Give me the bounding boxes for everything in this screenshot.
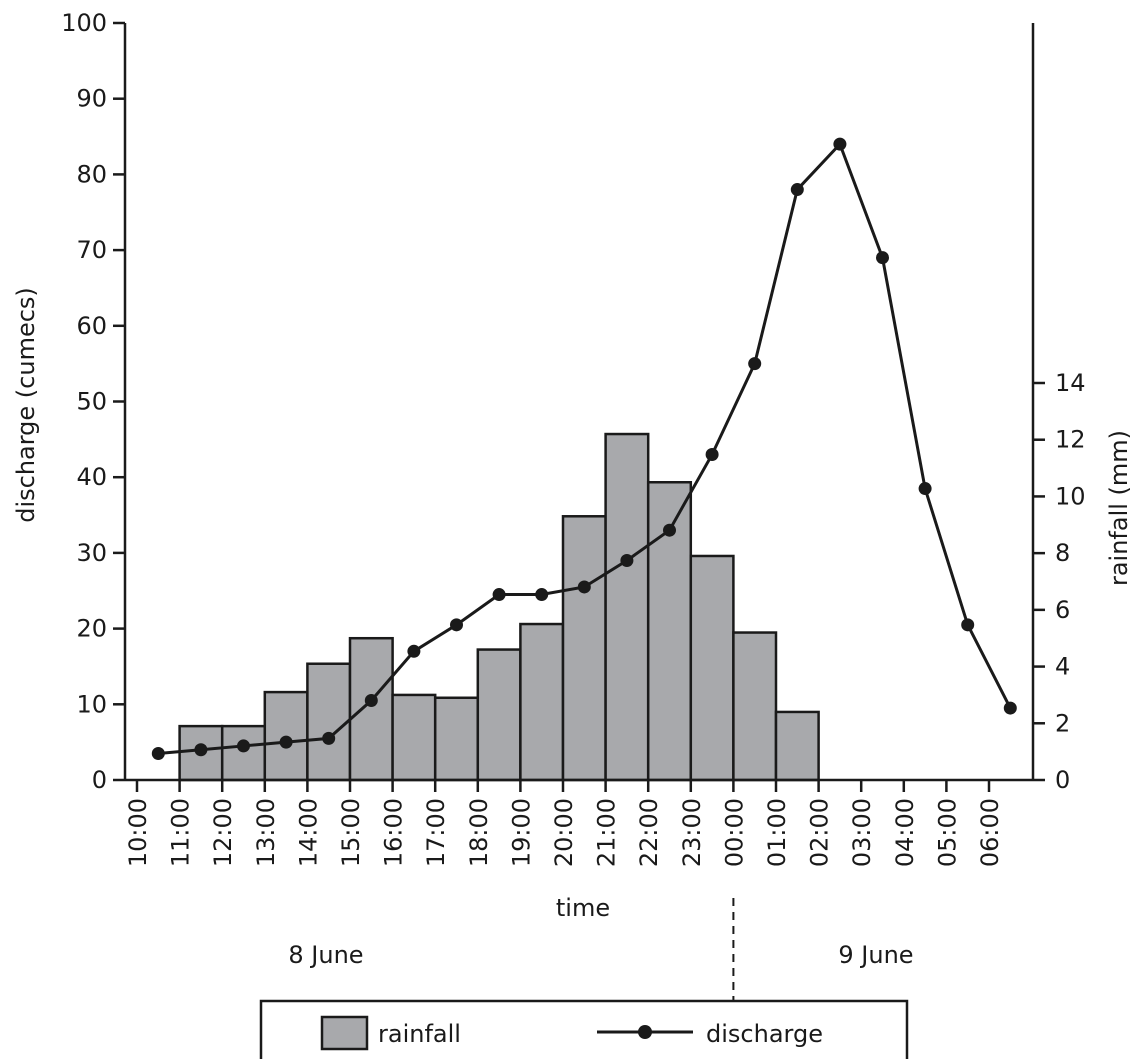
rainfall-bar <box>732 631 778 782</box>
left-axis-tick-label: 40 <box>76 463 107 491</box>
x-axis-tick-label: 00:00 <box>720 798 748 867</box>
rainfall-bar <box>391 693 437 782</box>
right-axis-tick-label: 10 <box>1055 482 1086 510</box>
discharge-point <box>876 251 889 265</box>
discharge-point <box>194 743 208 757</box>
right-axis-tick-label: 6 <box>1055 596 1070 624</box>
left-axis-tick-label: 80 <box>76 160 107 188</box>
rainfall-bars <box>178 432 820 782</box>
date-label-end: 9 June <box>838 941 913 969</box>
date-label-start: 8 June <box>288 941 363 969</box>
right-axis-tick-label: 8 <box>1055 539 1070 567</box>
discharge-point <box>535 588 549 602</box>
discharge-point <box>364 694 378 708</box>
discharge-series <box>151 137 1017 761</box>
left-axis-tick-label: 30 <box>76 539 107 567</box>
left-axis-tick-label: 20 <box>76 615 107 643</box>
discharge-point <box>961 618 975 632</box>
x-axis-tick-label: 03:00 <box>848 798 876 867</box>
right-axis-tick-label: 2 <box>1055 709 1070 737</box>
left-axis-tick-label: 60 <box>76 312 107 340</box>
discharge-point <box>577 580 591 594</box>
discharge-point <box>151 747 165 761</box>
discharge-point <box>748 357 762 371</box>
discharge-point <box>833 137 847 151</box>
left-axis-title: discharge (cumecs) <box>12 287 40 523</box>
left-axis-tick-label: 100 <box>61 9 107 37</box>
right-axis-title: rainfall (mm) <box>1105 430 1133 586</box>
x-axis-tick-label: 12:00 <box>209 798 237 867</box>
left-axis-tick-label: 0 <box>92 766 107 794</box>
rainfall-bar <box>348 636 394 782</box>
discharge-point <box>237 739 250 753</box>
right-axis-tick-label: 12 <box>1055 426 1086 454</box>
x-axis-tick-label: 04:00 <box>891 798 919 867</box>
x-axis-tick-label: 21:00 <box>593 798 621 867</box>
x-axis-tick-label: 18:00 <box>465 798 493 867</box>
discharge-point <box>705 447 719 461</box>
rainfall-bar <box>476 648 522 782</box>
left-axis-tick-label: 50 <box>76 388 107 416</box>
discharge-point <box>1003 701 1017 715</box>
x-axis-tick-label: 01:00 <box>763 798 791 867</box>
x-axis-tick-label: 22:00 <box>635 798 663 867</box>
x-axis-tick-label: 17:00 <box>422 798 450 867</box>
right-axis-tick-label: 14 <box>1055 369 1086 397</box>
x-axis-tick-label: 06:00 <box>976 798 1004 867</box>
rainfall-bar <box>306 662 352 782</box>
x-axis-tick-label: 19:00 <box>507 798 535 867</box>
discharge-point <box>450 618 463 632</box>
x-axis-tick-label: 15:00 <box>337 798 365 867</box>
legend-rainfall-label: rainfall <box>378 1020 461 1048</box>
rainfall-bar <box>689 554 735 782</box>
right-axis-tick-label: 4 <box>1055 653 1070 681</box>
x-axis-tick-label: 16:00 <box>380 798 408 867</box>
discharge-point <box>918 482 932 496</box>
rainfall-bar <box>220 724 267 782</box>
discharge-point <box>790 183 804 197</box>
discharge-point <box>492 588 506 602</box>
discharge-point <box>620 553 634 567</box>
x-axis-tick-label: 23:00 <box>678 798 706 867</box>
left-axis-tick-label: 90 <box>76 85 107 113</box>
rainfall-bar <box>519 622 565 782</box>
x-axis-tick-label: 11:00 <box>167 798 195 867</box>
axes <box>113 21 1045 1020</box>
x-axis-tick-label: 20:00 <box>550 798 578 867</box>
discharge-point <box>322 731 336 745</box>
rainfall-bar <box>433 696 480 782</box>
rainfall-bar <box>604 432 650 782</box>
legend-rainfall-swatch <box>320 1015 369 1051</box>
axis-labels: 0 10 20 30 40 50 60 70 80 90 100 0 2 4 6 8 10 12 14 10:00 11… <box>12 9 1133 969</box>
x-axis-title: time <box>556 894 610 922</box>
left-axis-tick-label: 70 <box>76 236 107 264</box>
right-axis-tick-label: 0 <box>1055 766 1070 794</box>
discharge-point <box>407 644 421 658</box>
legend-box <box>259 999 909 1059</box>
x-axis-tick-label: 05:00 <box>933 798 961 867</box>
x-axis-tick-label: 10:00 <box>124 798 152 867</box>
left-axis-tick-label: 10 <box>76 690 107 718</box>
discharge-point <box>279 735 293 749</box>
legend-discharge-label: discharge <box>706 1020 823 1048</box>
discharge-point <box>663 523 676 537</box>
x-axis-tick-label: 13:00 <box>252 798 280 867</box>
rainfall-bar <box>774 710 820 782</box>
x-axis-tick-label: 02:00 <box>806 798 834 867</box>
legend-discharge-marker <box>638 1025 652 1039</box>
legend: rainfall discharge <box>259 999 909 1059</box>
rainfall-bar <box>561 515 607 782</box>
x-axis-tick-label: 14:00 <box>294 798 322 867</box>
